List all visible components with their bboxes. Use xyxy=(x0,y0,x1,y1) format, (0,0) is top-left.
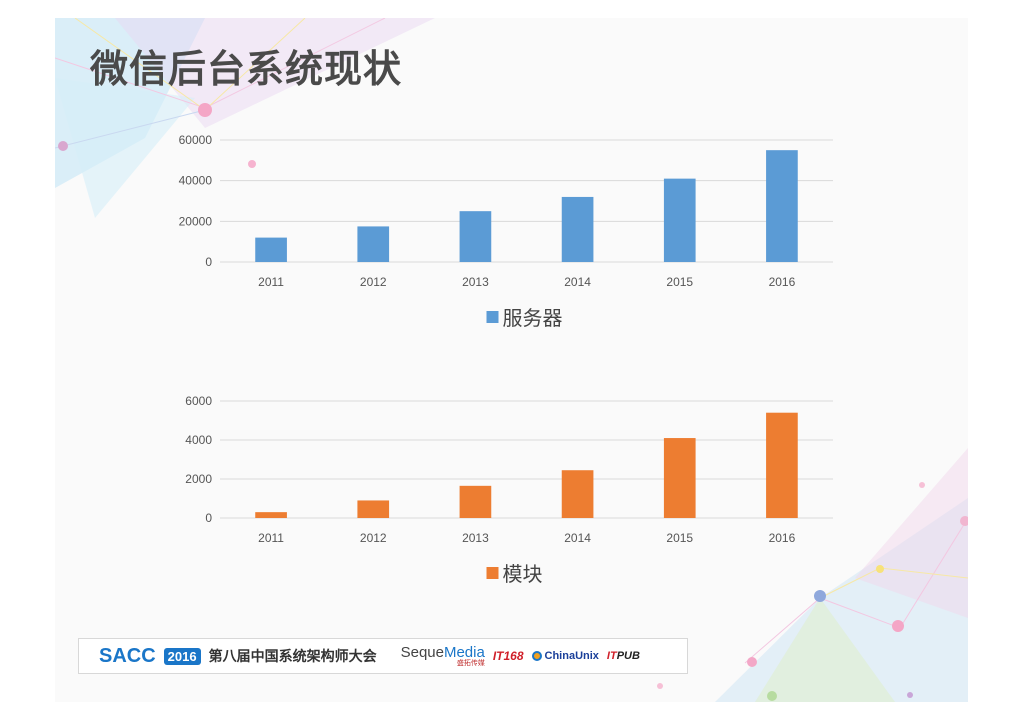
footer-banner: SACC 2016 第八届中国系统架构师大会 SequeMedia 盛拓传媒 I… xyxy=(78,638,688,674)
server-y-tick-label: 60000 xyxy=(179,133,213,147)
server-bar-2015 xyxy=(663,178,696,262)
background-decoration xyxy=(55,18,968,702)
seque-text: Seque xyxy=(400,644,444,661)
module-y-tick-label: 2000 xyxy=(185,472,212,486)
module-bar-2012 xyxy=(357,500,390,518)
module-bar-2014 xyxy=(561,470,594,518)
chinaunix-icon xyxy=(531,651,542,661)
server-bar-2016 xyxy=(766,150,798,262)
module-bar-2015 xyxy=(663,438,696,518)
module-x-tick-label: 2016 xyxy=(769,531,796,545)
module-bar-2013 xyxy=(459,485,492,518)
conference-name: 第八届中国系统架构师大会 xyxy=(208,649,377,665)
server-legend-label: 服务器 xyxy=(503,306,563,330)
it168-logo: IT168 xyxy=(492,649,524,663)
server-x-tick-label: 2012 xyxy=(360,275,387,289)
module-y-tick-label: 0 xyxy=(205,511,212,525)
module-legend-label: 模块 xyxy=(503,562,543,586)
server-y-tick-label: 20000 xyxy=(179,214,213,228)
sequemedia-logo: SequeMedia 盛拓传媒 xyxy=(401,645,485,667)
server-bar-2013 xyxy=(459,211,492,262)
itpub-logo: ITPUB xyxy=(607,650,640,662)
server-bar-2011 xyxy=(255,237,287,262)
server-legend-swatch xyxy=(486,311,499,323)
sacc-logo: SACC xyxy=(99,644,156,667)
server-x-tick-label: 2013 xyxy=(462,275,489,289)
module-x-tick-label: 2011 xyxy=(258,531,284,545)
module-y-tick-label: 6000 xyxy=(185,394,212,408)
server-x-tick-label: 2011 xyxy=(258,275,284,289)
server-y-tick-label: 40000 xyxy=(179,174,213,188)
year-badge: 2016 xyxy=(163,647,201,665)
module-y-tick-label: 4000 xyxy=(185,433,212,447)
module-x-tick-label: 2014 xyxy=(564,531,591,545)
server-count-chart: 0 20000 40000 60000 2011 2012 2013 2014 2015 2016… xyxy=(160,120,860,345)
module-bar-2016 xyxy=(766,412,798,518)
server-x-tick-label: 2016 xyxy=(769,275,796,289)
module-x-tick-label: 2015 xyxy=(666,531,693,545)
server-bar-2014 xyxy=(561,196,594,262)
itpub-pub-text: PUB xyxy=(616,650,640,662)
module-x-tick-label: 2012 xyxy=(360,531,387,545)
page-title: 微信后台系统现状 xyxy=(90,47,403,91)
module-chart-svg: 0 2000 4000 6000 2011 2012 2013 2014 2015 2016 模块 xyxy=(185,394,833,586)
server-chart-svg: 0 20000 40000 60000 2011 2012 2013 2014 2015 2016… xyxy=(179,133,833,330)
sequemedia-subtitle: 盛拓传媒 xyxy=(456,659,485,667)
media-text: Media xyxy=(443,644,485,661)
chinaunix-text: ChinaUnix xyxy=(544,650,599,662)
slide xyxy=(55,18,968,702)
module-legend-swatch xyxy=(486,567,499,579)
server-bar-2012 xyxy=(357,226,390,262)
module-bar-2011 xyxy=(255,512,287,518)
server-x-tick-label: 2015 xyxy=(666,275,693,289)
itpub-it-text: IT xyxy=(606,650,617,662)
chinaunix-logo: ChinaUnix xyxy=(531,650,599,662)
module-count-chart: 0 2000 4000 6000 2011 2012 2013 2014 2015 2016 模块 xyxy=(160,385,860,595)
server-y-tick-label: 0 xyxy=(205,255,212,269)
server-x-tick-label: 2014 xyxy=(564,275,591,289)
module-x-tick-label: 2013 xyxy=(462,531,489,545)
